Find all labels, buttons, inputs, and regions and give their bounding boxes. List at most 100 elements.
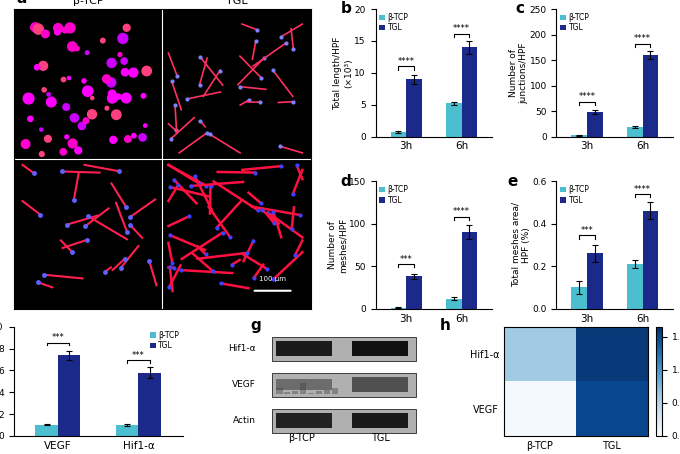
Circle shape [113, 94, 119, 100]
Circle shape [142, 66, 152, 76]
Bar [571, 287, 587, 309]
Circle shape [88, 110, 97, 119]
Text: b: b [341, 1, 352, 16]
Bar [273, 409, 416, 433]
Circle shape [78, 122, 86, 129]
Bar [276, 340, 332, 356]
Circle shape [82, 86, 93, 96]
Bar [446, 299, 462, 309]
Circle shape [41, 30, 49, 38]
Circle shape [124, 136, 131, 142]
Bar [273, 337, 416, 360]
Bar [332, 388, 339, 395]
Bar [284, 392, 290, 395]
Circle shape [107, 94, 117, 103]
Bar [352, 340, 408, 356]
Circle shape [68, 139, 77, 148]
Circle shape [67, 76, 71, 79]
Y-axis label: Total length/HPF
(×10³): Total length/HPF (×10³) [333, 36, 353, 109]
Bar [627, 128, 643, 137]
Text: Hif1-α: Hif1-α [228, 344, 256, 353]
Circle shape [129, 68, 138, 77]
Circle shape [63, 28, 67, 33]
Bar [316, 391, 322, 395]
Text: β-TCP: β-TCP [288, 433, 315, 443]
Circle shape [82, 79, 86, 83]
Bar [446, 104, 462, 137]
Circle shape [39, 128, 43, 131]
Text: e: e [507, 173, 517, 188]
Text: h: h [439, 318, 450, 333]
Bar [462, 232, 477, 309]
Circle shape [55, 30, 60, 35]
Text: ****: **** [398, 57, 415, 66]
Text: d: d [341, 173, 352, 188]
Bar [35, 425, 58, 436]
Bar [390, 308, 406, 309]
Circle shape [65, 23, 75, 33]
Text: ***: *** [52, 333, 65, 342]
Legend: β-TCP, TGL: β-TCP, TGL [379, 13, 409, 32]
Text: VEGF: VEGF [232, 380, 256, 389]
Circle shape [42, 88, 46, 92]
Bar [292, 391, 299, 395]
Bar [643, 55, 658, 137]
Text: g: g [250, 318, 261, 333]
Circle shape [75, 147, 82, 154]
Circle shape [116, 94, 121, 99]
Text: 100 μm: 100 μm [259, 276, 286, 282]
Text: ****: **** [634, 34, 651, 43]
Circle shape [139, 134, 146, 141]
Circle shape [21, 140, 30, 148]
Text: ****: **** [453, 25, 470, 33]
Bar [307, 393, 314, 395]
Text: ***: *** [132, 350, 145, 360]
Circle shape [90, 96, 94, 99]
Circle shape [75, 46, 79, 51]
Circle shape [107, 78, 116, 87]
Circle shape [39, 152, 44, 157]
Bar [276, 413, 332, 428]
Circle shape [65, 135, 69, 139]
Bar [571, 135, 587, 137]
Y-axis label: Number of
meshes/HPF: Number of meshes/HPF [328, 217, 347, 272]
Text: ***: *** [581, 226, 594, 235]
Circle shape [118, 53, 122, 56]
Circle shape [85, 51, 89, 54]
Circle shape [132, 133, 136, 138]
Circle shape [118, 34, 128, 44]
Circle shape [83, 118, 88, 123]
Bar [406, 276, 422, 309]
Y-axis label: Total meshes area/
HPF (%): Total meshes area/ HPF (%) [511, 202, 531, 287]
Bar [276, 388, 282, 395]
Circle shape [143, 124, 147, 127]
Text: Actin: Actin [233, 416, 256, 425]
Legend: β-TCP, TGL: β-TCP, TGL [150, 331, 179, 350]
Text: ****: **** [453, 207, 470, 217]
Bar [390, 132, 406, 137]
Circle shape [141, 94, 146, 98]
Circle shape [70, 114, 79, 122]
Circle shape [60, 148, 67, 155]
Circle shape [121, 58, 127, 64]
Circle shape [61, 77, 66, 82]
Legend: β-TCP, TGL: β-TCP, TGL [560, 185, 590, 205]
Bar [587, 112, 602, 137]
Bar [300, 384, 307, 395]
Circle shape [110, 136, 117, 143]
Circle shape [122, 93, 131, 103]
Circle shape [35, 64, 39, 70]
Text: a: a [16, 0, 27, 6]
Text: TGL: TGL [226, 0, 248, 6]
Bar [58, 355, 80, 436]
Circle shape [112, 110, 121, 119]
Bar [462, 47, 477, 137]
Circle shape [123, 25, 130, 31]
Circle shape [54, 24, 63, 33]
Circle shape [107, 59, 116, 68]
Text: ***: *** [400, 255, 413, 264]
Text: β-TCP: β-TCP [73, 0, 103, 6]
Bar [406, 79, 422, 137]
Circle shape [63, 104, 69, 110]
Circle shape [122, 69, 129, 76]
